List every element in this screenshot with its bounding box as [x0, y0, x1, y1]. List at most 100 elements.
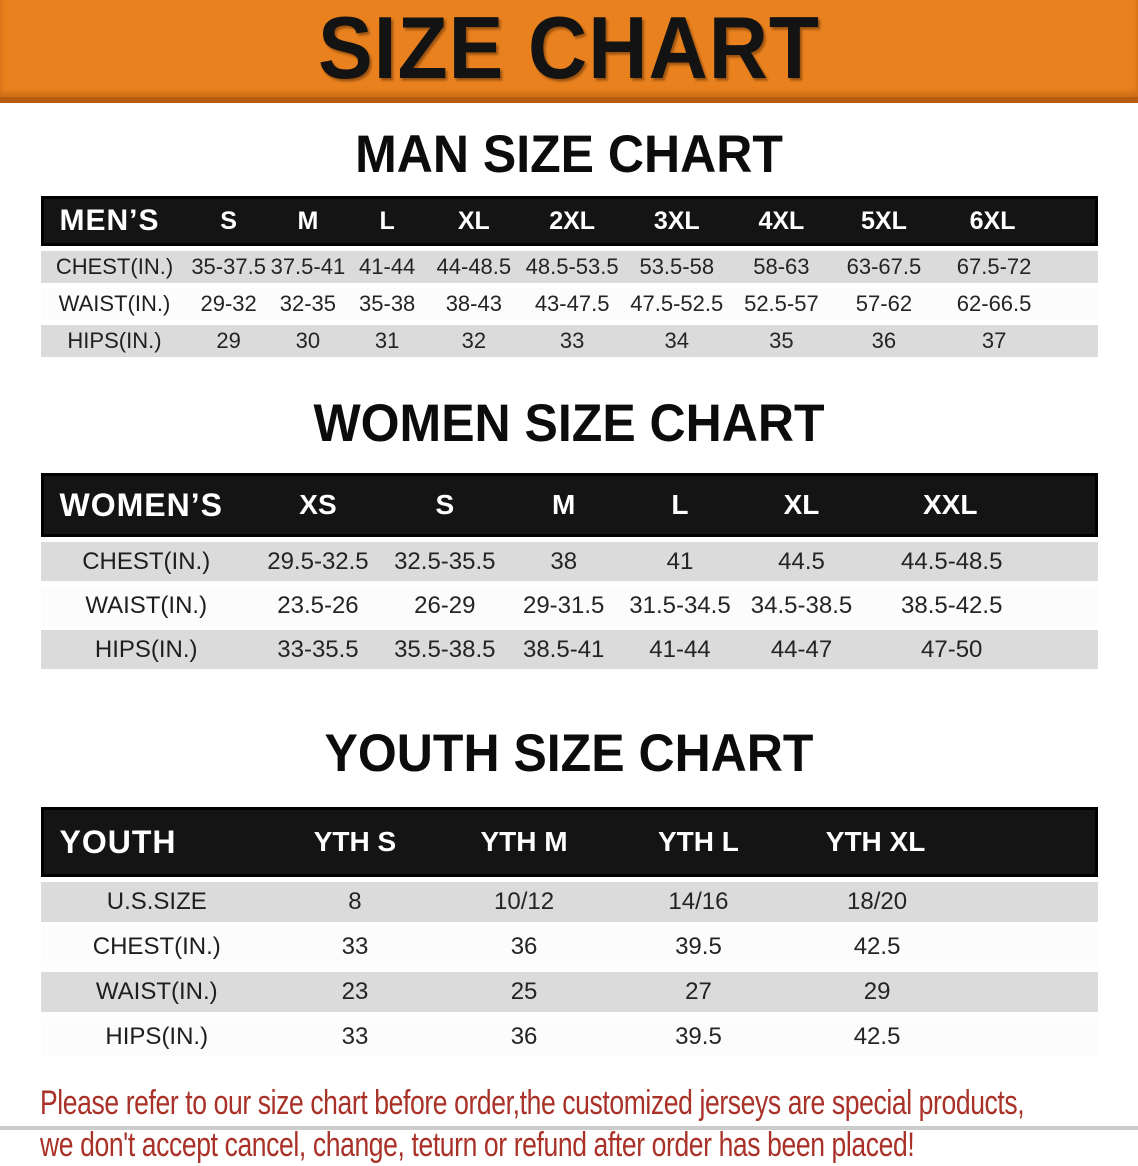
size-column-header: M [505, 473, 622, 537]
measure-row-label: WAIST(IN.) [40, 288, 189, 320]
measure-row-label: HIPS(IN.) [40, 630, 252, 669]
size-column-header: 5XL [833, 196, 935, 246]
table-corner-label: YOUTH [40, 807, 274, 877]
measure-value: 31.5-34.5 [621, 586, 739, 625]
measure-value: 18/20 [785, 882, 1098, 922]
measure-value: 10/12 [436, 882, 612, 922]
measure-value: 36 [833, 325, 935, 357]
size-column-header: YTH L [611, 807, 786, 877]
youth-header-row: YOUTH YTH S YTH M YTH L YTH XL [40, 807, 1098, 877]
womens-header-row: WOMEN’S XS S M L XL XXL [40, 473, 1098, 537]
measure-value: 32-35 [268, 288, 347, 320]
measure-value: 62-66.5 [934, 288, 1098, 320]
measure-value: 33 [273, 1017, 437, 1057]
table-row: WAIST(IN.) 29-32 32-35 35-38 38-43 43-47.5 47.… [40, 288, 1098, 320]
youth-section: YOUTH SIZE CHART YOUTH YTH S YTH M YTH L YTH… [0, 724, 1138, 1062]
measure-value: 47.5-52.5 [623, 288, 730, 320]
measure-value: 29 [785, 972, 1098, 1012]
measure-value: 43-47.5 [520, 288, 624, 320]
measure-value: 41-44 [347, 251, 428, 283]
youth-chart-title: YOUTH SIZE CHART [324, 723, 814, 783]
table-row: CHEST(IN.) 35-37.5 37.5-41 41-44 44-48.5 48.5… [40, 251, 1098, 283]
size-column-header: L [621, 473, 739, 537]
measure-value: 39.5 [611, 1017, 786, 1057]
measure-value: 44-47 [738, 630, 865, 669]
size-column-header: 3XL [623, 196, 730, 246]
measure-value: 27 [611, 972, 786, 1012]
measure-value: 38.5-41 [505, 630, 622, 669]
size-column-header: 4XL [729, 196, 834, 246]
measure-value: 38.5-42.5 [864, 586, 1098, 625]
measure-value: 23.5-26 [251, 586, 385, 625]
measure-value: 58-63 [729, 251, 834, 283]
size-column-header: XL [427, 196, 521, 246]
size-column-header: M [268, 196, 347, 246]
table-row: WAIST(IN.) 23.5-26 26-29 29-31.5 31.5-34.5 34… [40, 586, 1098, 625]
measure-value: 53.5-58 [623, 251, 730, 283]
measure-row-label: CHEST(IN.) [40, 251, 189, 283]
mens-chart-title: MAN SIZE CHART [355, 124, 783, 184]
measure-value: 29 [188, 325, 269, 357]
measure-value: 63-67.5 [833, 251, 935, 283]
measure-value: 36 [436, 1017, 612, 1057]
disclaimer-line-2: we don't accept cancel, change, teturn o… [40, 1126, 915, 1164]
size-column-header: XXL [864, 473, 1098, 537]
measure-row-label: HIPS(IN.) [40, 1017, 274, 1057]
table-corner-label: WOMEN’S [40, 473, 252, 537]
measure-value: 14/16 [611, 882, 786, 922]
measure-value: 36 [436, 927, 612, 967]
banner-title: SIZE CHART [318, 0, 820, 98]
measure-value: 26-29 [384, 586, 506, 625]
measure-row-label: HIPS(IN.) [40, 325, 189, 357]
measure-value: 31 [347, 325, 428, 357]
womens-size-table: WOMEN’S XS S M L XL XXL CHEST(IN.) 29.5-32.5 32.… [40, 468, 1098, 674]
measure-value: 35 [729, 325, 834, 357]
size-column-header: S [384, 473, 506, 537]
measure-value: 44.5 [738, 542, 865, 581]
measure-value: 42.5 [785, 1017, 1098, 1057]
measure-value: 30 [268, 325, 347, 357]
measure-value: 35.5-38.5 [384, 630, 506, 669]
womens-chart-title: WOMEN SIZE CHART [313, 393, 825, 453]
table-row: CHEST(IN.) 33 36 39.5 42.5 [40, 927, 1098, 967]
table-row: HIPS(IN.) 29 30 31 32 33 34 35 36 37 [40, 325, 1098, 357]
measure-value: 29.5-32.5 [251, 542, 385, 581]
table-row: HIPS(IN.) 33-35.5 35.5-38.5 38.5-41 41-44 44-… [40, 630, 1098, 669]
measure-value: 47-50 [864, 630, 1098, 669]
measure-row-label: CHEST(IN.) [40, 927, 274, 967]
bottom-divider [0, 1126, 1138, 1130]
mens-header-row: MEN’S S M L XL 2XL 3XL 4XL 5XL 6XL [40, 196, 1098, 246]
measure-value: 23 [273, 972, 437, 1012]
measure-value: 35-38 [347, 288, 428, 320]
measure-value: 39.5 [611, 927, 786, 967]
size-column-header: YTH S [273, 807, 437, 877]
measure-value: 48.5-53.5 [520, 251, 624, 283]
women-section: WOMEN SIZE CHART WOMEN’S XS S M L XL XXL CHEST… [0, 394, 1138, 674]
measure-value: 35-37.5 [188, 251, 269, 283]
table-row: HIPS(IN.) 33 36 39.5 42.5 [40, 1017, 1098, 1057]
measure-value: 44-48.5 [427, 251, 521, 283]
measure-row-label: CHEST(IN.) [40, 542, 252, 581]
measure-row-label: WAIST(IN.) [40, 586, 252, 625]
mens-size-table: MEN’S S M L XL 2XL 3XL 4XL 5XL 6XL CHEST(IN.) 35-3… [40, 191, 1098, 362]
measure-value: 32 [427, 325, 521, 357]
measure-value: 37 [934, 325, 1098, 357]
size-column-header: XL [738, 473, 865, 537]
size-column-header: 6XL [934, 196, 1098, 246]
men-section: MAN SIZE CHART MEN’S S M L XL 2XL 3XL 4XL 5XL 6XL… [0, 125, 1138, 362]
table-corner-label: MEN’S [40, 196, 189, 246]
table-row: CHEST(IN.) 29.5-32.5 32.5-35.5 38 41 44.5 44.5… [40, 542, 1098, 581]
measure-value: 41 [621, 542, 739, 581]
measure-value: 67.5-72 [934, 251, 1098, 283]
measure-value: 25 [436, 972, 612, 1012]
measure-value: 41-44 [621, 630, 739, 669]
size-column-header: S [188, 196, 269, 246]
measure-value: 44.5-48.5 [864, 542, 1098, 581]
size-column-header: 2XL [520, 196, 624, 246]
disclaimer-line-1: Please refer to our size chart before or… [40, 1084, 1025, 1122]
measure-value: 38-43 [427, 288, 521, 320]
size-column-header: L [347, 196, 428, 246]
size-column-header: YTH XL [785, 807, 1098, 877]
measure-row-label: U.S.SIZE [40, 882, 274, 922]
order-disclaimer: Please refer to our size chart before or… [40, 1082, 1025, 1166]
